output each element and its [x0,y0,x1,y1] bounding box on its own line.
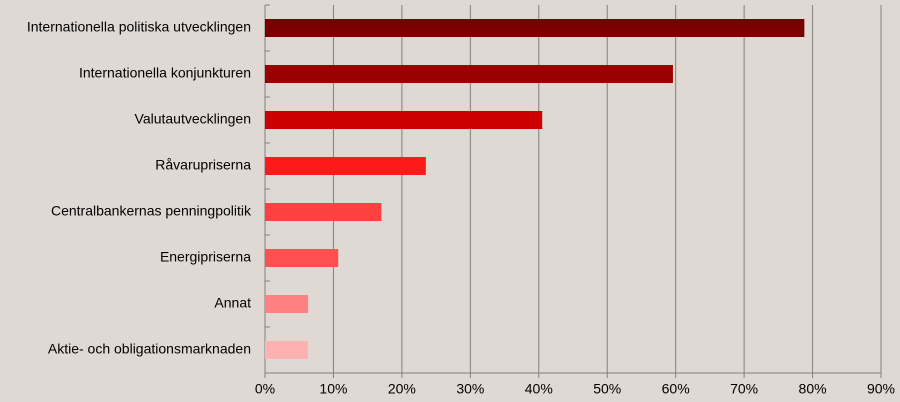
bar [265,19,805,37]
bar [265,111,543,129]
bar [265,65,673,83]
y-tick-label: Energipriserna [160,249,251,265]
x-tick-label: 90% [867,381,895,397]
x-tick-label: 30% [456,381,484,397]
x-tick-label: 80% [799,381,827,397]
bar [265,249,339,267]
x-tick-label: 60% [662,381,690,397]
y-tick-label: Annat [214,295,251,311]
y-tick-label: Internationella konjunkturen [79,65,251,81]
bar [265,157,426,175]
x-tick-label: 0% [255,381,275,397]
bar [265,341,309,359]
x-tick-label: 10% [319,381,347,397]
y-tick-label: Råvarupriserna [155,157,251,173]
x-tick-label: 20% [388,381,416,397]
x-tick-label: 40% [525,381,553,397]
y-tick-label: Aktie- och obligationsmarknaden [48,341,251,357]
bar [265,295,309,313]
y-tick-label: Centralbankernas penningpolitik [51,203,252,219]
y-tick-label: Internationella politiska utvecklingen [27,19,251,35]
y-tick-label: Valutautvecklingen [135,111,251,127]
x-tick-label: 50% [593,381,621,397]
x-tick-label: 70% [730,381,758,397]
bar [265,203,382,221]
